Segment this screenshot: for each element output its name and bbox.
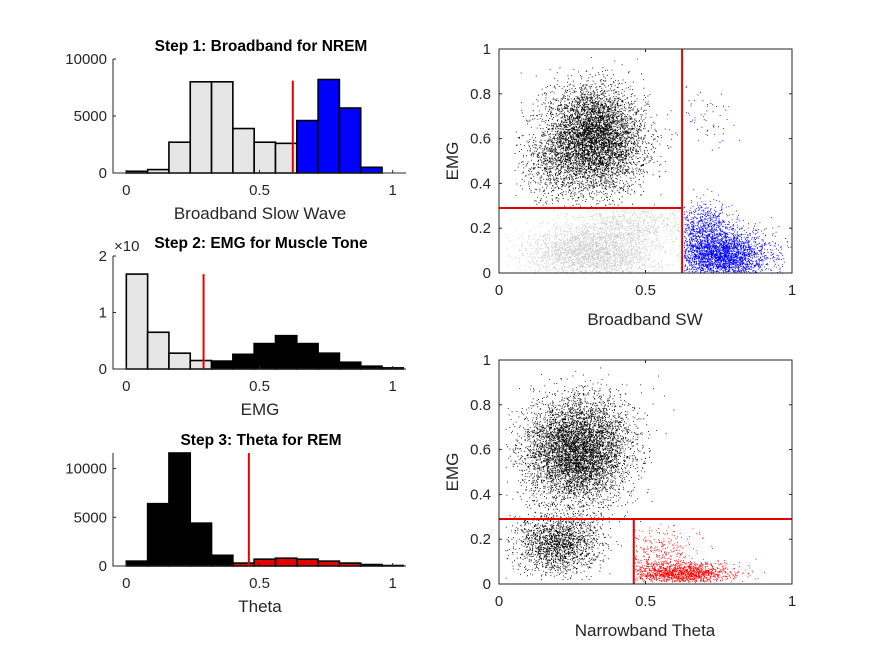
h2-bar-0 xyxy=(125,273,149,370)
scatter-2-xlabel: Narrowband Theta xyxy=(575,621,716,640)
hist-2-xlabel: EMG xyxy=(241,400,280,419)
s2-xtick-label-2: 1 xyxy=(788,593,796,610)
h3-ytick-label-1: 5000 xyxy=(74,509,107,526)
h3-xtick-label-2: 1 xyxy=(389,575,397,592)
hist-1-title: Step 1: Broadband for NREM xyxy=(155,38,368,55)
s2-ytick-label-0: 0 xyxy=(483,576,491,593)
h1-ytick-label-1: 5000 xyxy=(74,108,107,125)
h1-xtick-label-1: 0.5 xyxy=(249,182,270,199)
h3-ytick-label-2: 10000 xyxy=(65,461,107,478)
s2-xtick-label-0: 0 xyxy=(495,593,503,610)
scatter-1: Broadband SW EMG 0 0.5 1 0 0.2 0.4 0.6 0.8 1 xyxy=(443,41,796,329)
h2-bar-10 xyxy=(338,361,362,370)
s1-ytick-label-0: 0 xyxy=(483,265,491,282)
s1-ytick-label-3: 0.6 xyxy=(470,131,491,148)
h2-bar-9 xyxy=(317,352,341,370)
s2-plot-area xyxy=(499,360,792,584)
h2-ytick-label-0: 0 xyxy=(99,361,107,378)
h1-ytick-label-2: 10000 xyxy=(65,51,107,68)
h1-bar-9 xyxy=(317,78,341,174)
scatter-2: Narrowband Theta EMG 0 0.5 1 0 0.2 0.4 0.6 0.8 1 xyxy=(443,352,796,640)
s1-points-series-1 xyxy=(505,209,681,274)
h1-ytick-label-0: 0 xyxy=(99,165,107,182)
h2-bar-2 xyxy=(168,352,192,370)
h1-xtick-label-2: 1 xyxy=(389,182,397,199)
s1-ytick-label-2: 0.4 xyxy=(470,175,491,192)
h2-xtick-label-2: 1 xyxy=(389,378,397,395)
h2-bar-1 xyxy=(146,331,170,370)
s2-ytick-label-2: 0.4 xyxy=(470,486,491,503)
s1-ytick-label-1: 0.2 xyxy=(470,220,491,237)
s2-ytick-label-4: 0.8 xyxy=(470,397,491,414)
h1-bar-6 xyxy=(253,141,277,174)
hist-1: Broadband Slow Wave 0 0.5 1 0 5000 10000 Step … xyxy=(65,38,406,223)
h3-bar-3 xyxy=(189,522,213,567)
h3-bar-1 xyxy=(146,502,170,567)
s2-points-series-1 xyxy=(634,523,765,583)
hist-3: Theta 0 0.5 1 0 5000 10000 Step 3: Theta for R… xyxy=(65,432,406,616)
hist-3-xlabel: Theta xyxy=(238,597,282,616)
hist-3-title: Step 3: Theta for REM xyxy=(180,432,341,449)
h3-bar-2 xyxy=(168,452,192,567)
hist-1-xlabel: Broadband Slow Wave xyxy=(174,204,346,223)
h2-bar-5 xyxy=(232,353,255,370)
h3-bar-8 xyxy=(295,558,319,567)
scatter-1-xlabel: Broadband SW xyxy=(587,310,702,329)
h2-ytick-label-1: 1 xyxy=(99,305,107,322)
h3-xtick-label-0: 0 xyxy=(122,575,130,592)
h2-bar-8 xyxy=(295,342,319,370)
s2-ytick-label-3: 0.6 xyxy=(470,442,491,459)
h2-xtick-label-0: 0 xyxy=(122,378,130,395)
s1-xtick-label-0: 0 xyxy=(495,282,503,299)
s1-xtick-label-1: 0.5 xyxy=(635,282,656,299)
h3-bar-4 xyxy=(210,554,234,567)
h1-bar-8 xyxy=(295,119,319,174)
scatter-1-ylabel: EMG xyxy=(443,142,462,181)
h3-bar-7 xyxy=(274,557,298,567)
h1-bar-3 xyxy=(189,81,213,174)
s2-points-series-0 xyxy=(505,367,675,581)
h2-bar-4 xyxy=(210,360,234,370)
h2-ytick-label-2: 2 xyxy=(99,248,107,265)
s2-ytick-label-1: 0.2 xyxy=(470,531,491,548)
s1-xtick-label-2: 1 xyxy=(788,282,796,299)
h2-bar-6 xyxy=(253,342,277,370)
h3-ytick-label-0: 0 xyxy=(99,558,107,575)
s1-points-series-0 xyxy=(514,57,678,208)
h1-bar-4 xyxy=(210,81,234,174)
s1-ytick-label-5: 1 xyxy=(483,41,491,58)
h2-bar-7 xyxy=(274,334,298,370)
hist-2-exponent-base: ×10 xyxy=(114,238,139,255)
hist-2: ×10 EMG 0 0.5 1 0 1 2 Step 2: EMG for Muscle T… xyxy=(99,235,406,419)
s2-xtick-label-1: 0.5 xyxy=(635,593,656,610)
s2-ytick-label-5: 1 xyxy=(483,352,491,369)
h1-bar-10 xyxy=(338,107,362,174)
hist-2-exponent: ×10 xyxy=(114,238,139,255)
h1-bar-2 xyxy=(168,141,192,174)
h1-bar-1 xyxy=(146,168,170,174)
h3-bar-6 xyxy=(253,558,277,567)
s1-ytick-label-4: 0.8 xyxy=(470,86,491,103)
h2-xtick-label-1: 0.5 xyxy=(249,378,270,395)
h3-xtick-label-1: 0.5 xyxy=(249,575,270,592)
h3-bar-0 xyxy=(125,560,149,567)
h3-bar-9 xyxy=(317,560,341,567)
h1-xtick-label-0: 0 xyxy=(122,182,130,199)
h2-bar-3 xyxy=(189,359,213,370)
h1-bar-5 xyxy=(232,127,255,174)
h1-bar-11 xyxy=(359,166,383,174)
hist-2-title: Step 2: EMG for Muscle Tone xyxy=(154,235,368,252)
scatter-2-ylabel: EMG xyxy=(443,453,462,492)
